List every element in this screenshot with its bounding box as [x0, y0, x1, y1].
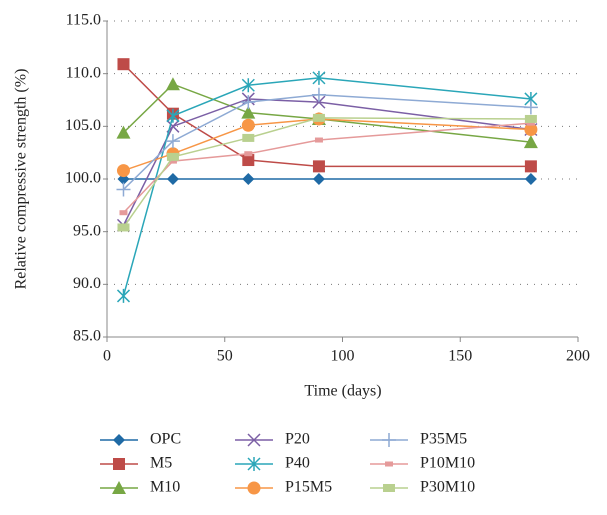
marker: [116, 125, 131, 139]
marker: [165, 134, 180, 149]
x-tick-label: 50: [217, 348, 233, 365]
marker: [116, 164, 130, 178]
marker: [382, 433, 396, 447]
marker: [312, 70, 326, 85]
marker: [241, 105, 256, 119]
legend-label: P20: [285, 431, 310, 448]
marker: [113, 434, 125, 446]
marker: [112, 481, 126, 494]
marker: [312, 95, 326, 109]
x-tick-label: 0: [103, 348, 111, 365]
y-tick-label: 105.0: [65, 117, 101, 134]
marker: [524, 160, 537, 173]
y-tick-label: 110.0: [66, 64, 101, 81]
marker: [166, 152, 179, 161]
marker: [165, 77, 180, 91]
marker: [247, 457, 261, 471]
marker: [168, 158, 177, 164]
y-tick-label: 85.0: [73, 328, 101, 345]
x-tick-label: 150: [448, 348, 472, 365]
legend-label: P10M10: [420, 455, 475, 472]
marker: [116, 288, 131, 303]
legend-label: P15M5: [285, 479, 332, 496]
marker: [242, 154, 255, 167]
marker: [241, 78, 255, 93]
series-line: [122, 77, 531, 297]
marker: [524, 173, 537, 185]
marker: [247, 481, 261, 495]
marker: [312, 160, 325, 173]
legend-label: OPC: [150, 431, 181, 448]
marker: [241, 95, 256, 110]
marker: [523, 100, 538, 115]
marker: [117, 223, 130, 232]
y-axis-label: Relative compressive strength (%): [13, 69, 30, 290]
marker: [312, 173, 325, 185]
x-tick-label: 200: [566, 348, 590, 365]
marker: [312, 113, 325, 122]
marker: [311, 87, 326, 102]
marker: [166, 173, 179, 185]
marker: [242, 173, 255, 185]
marker: [241, 118, 255, 132]
y-tick-label: 100.0: [65, 170, 101, 187]
marker: [119, 210, 128, 216]
marker: [383, 484, 395, 492]
series-line: [122, 122, 531, 214]
marker: [113, 458, 125, 470]
y-tick-label: 90.0: [73, 275, 101, 292]
y-tick-label: 115.0: [66, 12, 101, 29]
legend-label: M10: [150, 479, 180, 496]
marker: [116, 182, 131, 197]
marker: [524, 122, 538, 136]
x-tick-label: 100: [331, 348, 355, 365]
legend-label: P35M5: [420, 431, 467, 448]
series-line: [122, 63, 531, 168]
marker: [524, 114, 537, 123]
legend-label: P40: [285, 455, 310, 472]
x-axis-label: Time (days): [304, 383, 381, 400]
marker: [314, 137, 323, 143]
marker: [385, 461, 393, 467]
legend-label: M5: [150, 455, 172, 472]
marker: [244, 151, 253, 157]
series-line: [122, 93, 531, 191]
marker: [166, 108, 180, 123]
marker: [117, 58, 130, 71]
marker: [242, 133, 255, 142]
marker: [523, 135, 538, 149]
marker: [247, 433, 261, 447]
y-tick-label: 95.0: [73, 222, 101, 239]
marker: [526, 120, 535, 126]
legend-label: P30M10: [420, 479, 475, 496]
